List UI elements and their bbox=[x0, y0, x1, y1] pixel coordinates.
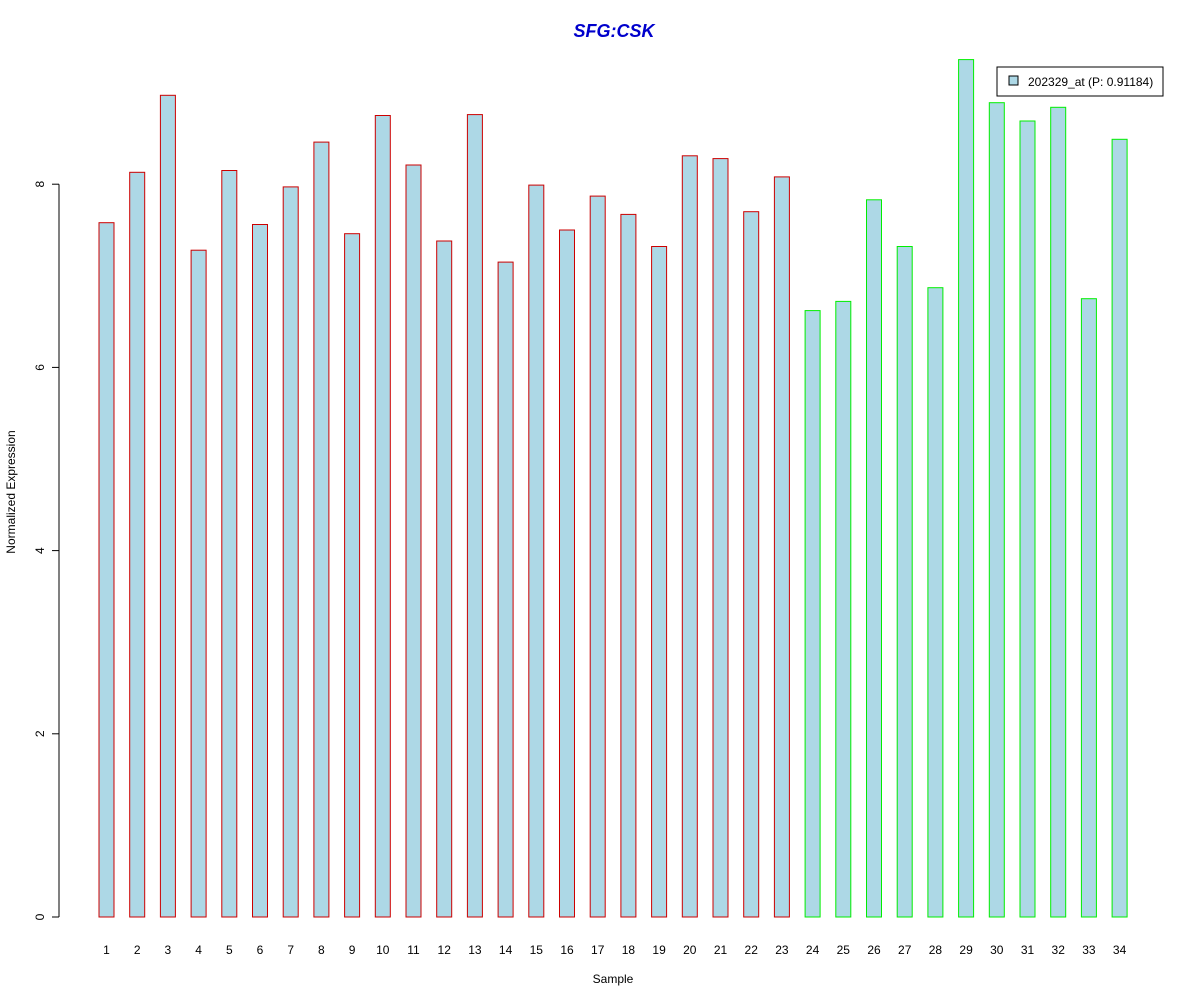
x-tick-label: 31 bbox=[1021, 943, 1035, 957]
bar-sample-24 bbox=[804, 310, 821, 918]
x-tick-label: 8 bbox=[318, 943, 325, 957]
x-tick-label: 16 bbox=[560, 943, 574, 957]
x-tick-label: 23 bbox=[775, 943, 789, 957]
x-tick-label: 13 bbox=[468, 943, 482, 957]
legend-box bbox=[996, 66, 1164, 97]
bar-sample-19 bbox=[651, 246, 668, 918]
y-tick-label: 6 bbox=[33, 364, 47, 371]
x-tick-label: 32 bbox=[1052, 943, 1066, 957]
x-tick-label: 27 bbox=[898, 943, 912, 957]
x-axis-title: Sample bbox=[593, 972, 634, 986]
bar-sample-30 bbox=[988, 102, 1005, 918]
x-tick-label: 7 bbox=[287, 943, 294, 957]
x-tick-label: 33 bbox=[1082, 943, 1096, 957]
y-tick-label: 2 bbox=[33, 730, 47, 737]
bar-sample-29 bbox=[958, 59, 975, 918]
bar-sample-13 bbox=[466, 114, 483, 918]
x-tick-label: 25 bbox=[837, 943, 851, 957]
x-tick-label: 28 bbox=[929, 943, 943, 957]
y-tick-label: 0 bbox=[33, 913, 47, 920]
legend-label: 202329_at (P: 0.91184) bbox=[1028, 75, 1153, 89]
legend: 202329_at (P: 0.91184) bbox=[996, 66, 1164, 97]
y-axis: 0 2 4 6 8 bbox=[33, 181, 60, 920]
x-tick-label: 12 bbox=[438, 943, 452, 957]
x-tick-label: 3 bbox=[165, 943, 172, 957]
y-tick-label: 8 bbox=[33, 181, 47, 188]
x-tick-label: 24 bbox=[806, 943, 820, 957]
bar-sample-9 bbox=[344, 233, 361, 918]
x-tick-label: 4 bbox=[195, 943, 202, 957]
x-tick-label: 19 bbox=[652, 943, 666, 957]
x-tick-label: 10 bbox=[376, 943, 390, 957]
bar-sample-22 bbox=[743, 211, 760, 918]
x-tick-label: 34 bbox=[1113, 943, 1127, 957]
x-tick-label: 17 bbox=[591, 943, 605, 957]
x-tick-labels: 1 2 3 4 5 6 7 8 9 10 11 12 13 14 15 16 17 18 19 20 21 22 23 24 2… bbox=[103, 943, 1126, 957]
x-tick-label: 1 bbox=[103, 943, 110, 957]
y-axis-title: Normalized Expression bbox=[4, 430, 18, 553]
bar-sample-15 bbox=[528, 184, 545, 918]
x-tick-label: 18 bbox=[622, 943, 636, 957]
bar-sample-18 bbox=[620, 213, 637, 918]
bar-sample-26 bbox=[866, 199, 882, 918]
x-tick-label: 14 bbox=[499, 943, 513, 957]
bar-sample-10 bbox=[374, 115, 391, 918]
bar-sample-23 bbox=[773, 176, 790, 918]
bar-sample-17 bbox=[589, 195, 606, 918]
bar-sample-3 bbox=[159, 94, 176, 918]
y-tick-label: 4 bbox=[33, 547, 47, 554]
bar-sample-5 bbox=[221, 170, 238, 918]
bar-sample-6 bbox=[252, 224, 268, 918]
x-tick-label: 30 bbox=[990, 943, 1004, 957]
bar-sample-20 bbox=[681, 155, 698, 918]
bars-group bbox=[98, 59, 1128, 918]
legend-swatch bbox=[1008, 75, 1019, 86]
bar-sample-7 bbox=[282, 186, 299, 918]
bar-sample-31 bbox=[1019, 120, 1036, 918]
bar-sample-8 bbox=[313, 141, 330, 918]
x-tick-label: 9 bbox=[349, 943, 356, 957]
bar-sample-14 bbox=[497, 261, 514, 918]
bar-sample-25 bbox=[835, 300, 852, 918]
bar-sample-16 bbox=[559, 229, 575, 918]
x-tick-label: 6 bbox=[257, 943, 264, 957]
x-tick-label: 2 bbox=[134, 943, 141, 957]
bar-sample-33 bbox=[1080, 298, 1097, 918]
x-tick-label: 15 bbox=[530, 943, 544, 957]
x-tick-label: 5 bbox=[226, 943, 233, 957]
bar-sample-2 bbox=[129, 171, 146, 918]
x-tick-label: 21 bbox=[714, 943, 728, 957]
bar-sample-21 bbox=[712, 158, 729, 918]
x-tick-label: 29 bbox=[959, 943, 973, 957]
bar-sample-11 bbox=[405, 164, 422, 918]
x-tick-label: 20 bbox=[683, 943, 697, 957]
bar-sample-27 bbox=[896, 246, 913, 918]
bar-sample-28 bbox=[927, 287, 944, 918]
bar-sample-12 bbox=[436, 240, 453, 918]
x-tick-label: 11 bbox=[407, 943, 420, 957]
bar-sample-1 bbox=[98, 222, 115, 918]
x-tick-label: 22 bbox=[745, 943, 759, 957]
x-tick-label: 26 bbox=[867, 943, 881, 957]
bar-sample-4 bbox=[190, 249, 207, 918]
chart-title: SFG:CSK bbox=[574, 21, 657, 41]
bar-sample-32 bbox=[1050, 106, 1067, 918]
bar-sample-34 bbox=[1111, 138, 1128, 918]
